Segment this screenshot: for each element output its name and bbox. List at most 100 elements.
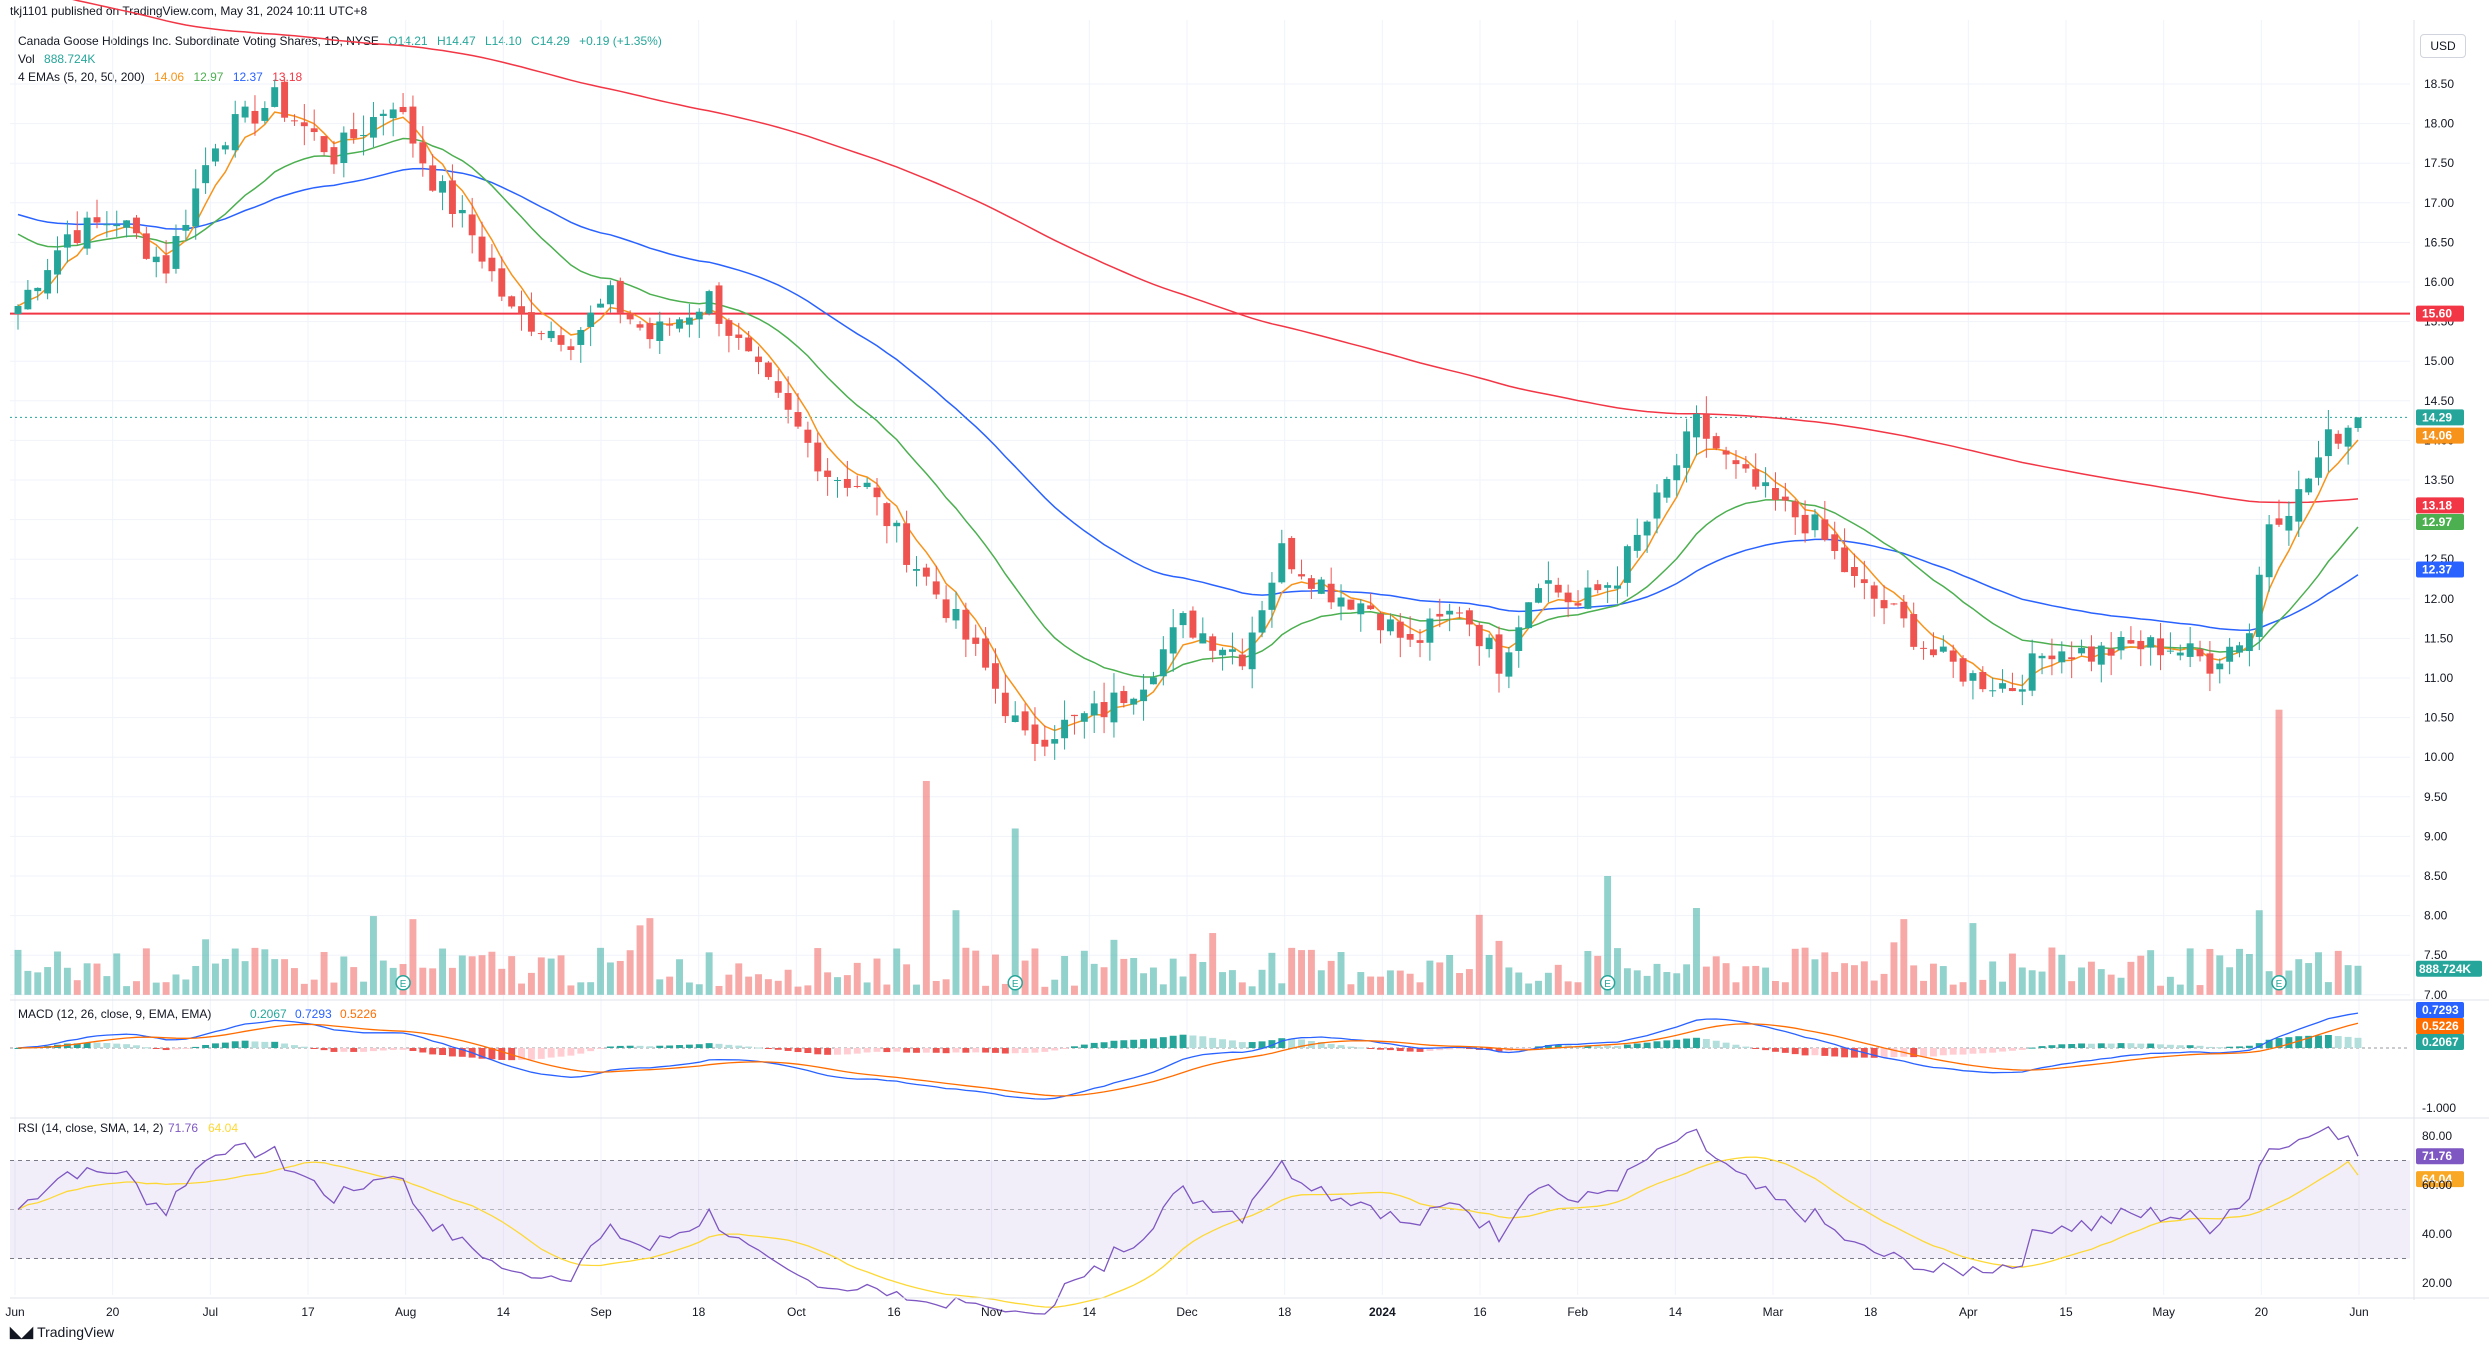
volume-bar bbox=[932, 980, 940, 995]
macd-histogram-bar bbox=[577, 1048, 585, 1054]
volume-bar bbox=[2324, 982, 2332, 995]
candle-body bbox=[774, 381, 782, 393]
macd-histogram-bar bbox=[1386, 1048, 1394, 1051]
macd-histogram-bar bbox=[340, 1048, 348, 1052]
candle-body bbox=[922, 567, 930, 577]
volume-bar bbox=[2196, 985, 2204, 995]
candle-body bbox=[685, 317, 693, 325]
time-tick-label: Jul bbox=[203, 1305, 218, 1319]
volume-bar bbox=[1772, 980, 1779, 995]
candle-body bbox=[2186, 643, 2194, 657]
candle-body bbox=[498, 268, 506, 297]
volume-bar bbox=[83, 963, 91, 995]
volume-bar bbox=[1031, 948, 1039, 995]
candle-body bbox=[1801, 514, 1809, 534]
volume-bar bbox=[340, 956, 348, 995]
currency-button[interactable]: USD bbox=[2420, 34, 2466, 58]
volume-bar bbox=[656, 979, 664, 995]
candle-body bbox=[113, 224, 121, 227]
price-tick-label: 16.50 bbox=[2424, 235, 2454, 249]
macd-histogram-bar bbox=[725, 1044, 733, 1048]
volume-bar bbox=[1288, 947, 1296, 995]
macd-histogram-bar bbox=[113, 1043, 121, 1048]
candle-body bbox=[1712, 436, 1720, 449]
macd-histogram-bar bbox=[1159, 1037, 1167, 1048]
time-tick-label: Sep bbox=[590, 1305, 612, 1319]
macd-histogram-bar bbox=[804, 1048, 812, 1054]
candle-body bbox=[893, 522, 901, 527]
macd-histogram-bar bbox=[1633, 1043, 1641, 1048]
volume-bar bbox=[2344, 965, 2352, 995]
candle-body bbox=[587, 312, 595, 327]
volume-bar bbox=[1623, 968, 1631, 995]
macd-histogram-bar bbox=[409, 1048, 417, 1051]
macd-histogram-bar bbox=[2107, 1043, 2115, 1048]
macd-histogram-bar bbox=[1011, 1048, 1019, 1054]
macd-histogram-bar bbox=[2245, 1045, 2253, 1048]
macd-histogram-bar bbox=[1051, 1048, 1059, 1051]
macd-axis-label: 0.7293 bbox=[2422, 1003, 2459, 1017]
macd-histogram-bar bbox=[103, 1043, 111, 1048]
volume-bar bbox=[735, 963, 743, 995]
macd-histogram-bar bbox=[1426, 1048, 1434, 1051]
macd-histogram-bar bbox=[2196, 1045, 2204, 1048]
candle-body bbox=[863, 482, 871, 488]
candle-body bbox=[1781, 496, 1789, 501]
macd-histogram-bar bbox=[1702, 1038, 1710, 1048]
volume-bar bbox=[1614, 948, 1621, 995]
macd-histogram-bar bbox=[281, 1043, 289, 1048]
candle-body bbox=[1880, 600, 1888, 609]
candle-body bbox=[2028, 653, 2036, 691]
macd-histogram-bar bbox=[834, 1048, 841, 1055]
macd-histogram-bar bbox=[1939, 1048, 1947, 1056]
volume-bar bbox=[1762, 967, 1770, 995]
volume-bar bbox=[893, 948, 901, 995]
price-tick-label: 17.50 bbox=[2424, 156, 2454, 170]
macd-histogram-bar bbox=[271, 1041, 279, 1048]
volume-bar bbox=[715, 985, 723, 995]
macd-histogram-bar bbox=[2275, 1038, 2283, 1048]
volume-bar bbox=[1643, 975, 1651, 995]
volume-bar bbox=[2166, 976, 2174, 995]
volume-bar bbox=[1979, 979, 1987, 995]
candle-body bbox=[1811, 514, 1819, 531]
volume-bar bbox=[616, 960, 624, 995]
volume-bar bbox=[1673, 973, 1681, 995]
candle-body bbox=[1307, 578, 1315, 589]
macd-histogram-bar bbox=[992, 1048, 999, 1053]
macd-histogram-bar bbox=[498, 1048, 506, 1060]
candle-body bbox=[2285, 515, 2293, 531]
rsi-legend-value: 64.04 bbox=[208, 1121, 238, 1135]
volume-bar bbox=[774, 980, 782, 995]
macd-histogram-bar bbox=[932, 1048, 940, 1053]
volume-bar bbox=[300, 983, 308, 995]
time-tick-label: Nov bbox=[981, 1305, 1002, 1319]
candle-body bbox=[962, 609, 970, 640]
macd-histogram-bar bbox=[1890, 1048, 1898, 1058]
volume-bar bbox=[389, 967, 397, 995]
ema20-line bbox=[17, 137, 2359, 678]
candle-body bbox=[853, 485, 861, 487]
candle-body bbox=[2166, 650, 2174, 652]
candle-body bbox=[1722, 450, 1730, 455]
macd-histogram-bar bbox=[2127, 1043, 2135, 1048]
candle-body bbox=[152, 256, 160, 263]
volume-bar bbox=[2176, 984, 2184, 995]
volume-bar bbox=[1870, 980, 1878, 995]
volume-bar bbox=[54, 951, 61, 995]
volume-bar bbox=[1791, 948, 1799, 995]
macd-histogram-bar bbox=[537, 1048, 545, 1059]
volume-legend: Vol 888.724K bbox=[18, 52, 101, 66]
macd-histogram-bar bbox=[1781, 1048, 1789, 1053]
volume-bar bbox=[1475, 914, 1483, 995]
candle-body bbox=[932, 581, 940, 595]
candle-body bbox=[1288, 537, 1296, 570]
volume-bar bbox=[1436, 962, 1444, 995]
volume-bar bbox=[962, 947, 970, 995]
candle-body bbox=[1860, 579, 1868, 584]
volume-bar bbox=[93, 963, 101, 995]
macd-histogram-bar bbox=[1031, 1048, 1039, 1053]
macd-histogram-bar bbox=[1831, 1048, 1839, 1057]
macd-histogram-bar bbox=[1544, 1045, 1552, 1048]
